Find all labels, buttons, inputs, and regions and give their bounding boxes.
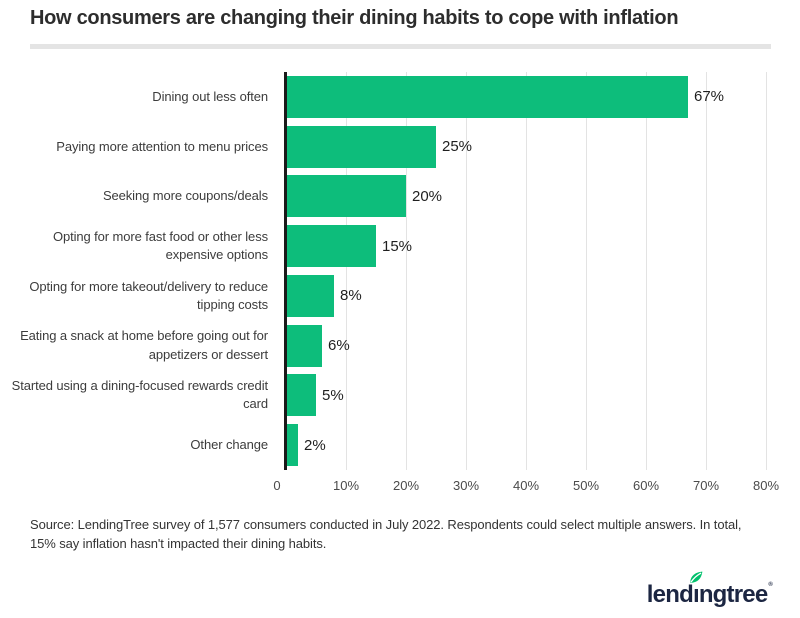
chart-row: Opting for more fast food or other less … xyxy=(0,221,800,271)
chart-row: Other change 2% xyxy=(0,420,800,470)
lendingtree-logo: lend ıngtree® xyxy=(646,571,773,609)
category-label: Paying more attention to menu prices xyxy=(56,138,268,154)
bar xyxy=(286,324,322,367)
x-axis-tick-label: 10% xyxy=(332,478,360,493)
x-axis-tick-label: 20% xyxy=(392,478,420,493)
bar xyxy=(286,125,436,168)
category-label: Opting for more takeout/delivery to redu… xyxy=(29,278,268,312)
y-axis-line xyxy=(284,72,287,470)
chart-row: Seeking more coupons/deals 20% xyxy=(0,172,800,222)
chart-title: How consumers are changing their dining … xyxy=(30,7,679,29)
gridline xyxy=(706,72,707,470)
category-label-wrap: Eating a snack at home before going out … xyxy=(0,327,278,363)
logo-text-post: ngtree xyxy=(698,581,768,608)
gridline xyxy=(646,72,647,470)
value-label: 15% xyxy=(382,237,413,255)
bar xyxy=(286,225,376,268)
bar-area: 20% xyxy=(278,172,800,222)
gridline xyxy=(766,72,767,470)
category-label-wrap: Opting for more takeout/delivery to redu… xyxy=(0,278,278,314)
value-label: 6% xyxy=(328,337,350,355)
category-label-wrap: Dining out less often xyxy=(0,88,278,106)
gridline xyxy=(526,72,527,470)
value-label: 2% xyxy=(304,436,326,454)
bar-area: 5% xyxy=(278,371,800,421)
category-label: Seeking more coupons/deals xyxy=(102,188,268,204)
x-axis-tick-label: 40% xyxy=(512,478,540,493)
category-label-wrap: Seeking more coupons/deals xyxy=(0,187,278,205)
gridline xyxy=(586,72,587,470)
category-label-wrap: Started using a dining-focused rewards c… xyxy=(0,377,278,413)
x-axis-tick-label: 70% xyxy=(692,478,720,493)
x-axis-tick-label: 50% xyxy=(572,478,600,493)
logo-text-i: ı xyxy=(692,581,700,608)
gridline xyxy=(466,72,467,470)
leaf-icon xyxy=(690,571,703,583)
bar-area: 67% xyxy=(278,72,800,122)
chart-row: Eating a snack at home before going out … xyxy=(0,321,800,371)
bar-area: 6% xyxy=(278,321,800,371)
x-axis-tick-label: 0 xyxy=(273,478,281,493)
x-axis-tick-label: 60% xyxy=(632,478,660,493)
chart-row: Opting for more takeout/delivery to redu… xyxy=(0,271,800,321)
category-label: Started using a dining-focused rewards c… xyxy=(11,378,268,412)
bar xyxy=(286,75,688,118)
x-axis-tick-label: 80% xyxy=(752,478,780,493)
bar-area: 15% xyxy=(278,221,800,271)
category-label-wrap: Opting for more fast food or other less … xyxy=(0,228,278,264)
bar xyxy=(286,374,316,417)
category-label-wrap: Paying more attention to menu prices xyxy=(0,138,278,156)
value-label: 8% xyxy=(340,287,362,305)
chart-rows: Dining out less often 67% Paying more atte… xyxy=(0,72,800,470)
trademark-symbol: ® xyxy=(768,582,772,588)
category-label: Other change xyxy=(190,437,268,453)
gridline xyxy=(406,72,407,470)
logo-letter-i: ı xyxy=(690,571,703,609)
bar-area: 25% xyxy=(278,122,800,172)
value-label: 25% xyxy=(442,138,473,156)
category-label: Opting for more fast food or other less … xyxy=(52,228,268,263)
logo-text: lend ıngtree® xyxy=(646,571,773,609)
value-label: 67% xyxy=(694,88,725,106)
chart-row: Started using a dining-focused rewards c… xyxy=(0,371,800,421)
bar xyxy=(286,175,406,218)
chart-row: Paying more attention to menu prices 25% xyxy=(0,122,800,172)
logo-text-pre: lend xyxy=(646,581,694,608)
gridline xyxy=(346,72,347,470)
category-label: Eating a snack at home before going out … xyxy=(20,328,268,362)
value-label: 20% xyxy=(412,187,443,205)
bar-area: 2% xyxy=(278,420,800,470)
title-divider xyxy=(30,44,771,49)
category-label-wrap: Other change xyxy=(0,436,278,454)
bar xyxy=(286,424,298,467)
bar-chart: Dining out less often 67% Paying more atte… xyxy=(0,65,800,497)
bar xyxy=(286,274,334,317)
plot-area xyxy=(286,72,778,470)
source-note: Source: LendingTree survey of 1,577 cons… xyxy=(30,517,742,551)
x-axis-tick-label: 30% xyxy=(452,478,480,493)
chart-row: Dining out less often 67% xyxy=(0,72,800,122)
category-label: Dining out less often xyxy=(152,88,268,104)
value-label: 5% xyxy=(322,386,344,404)
x-axis: 0 10% 20% 30% 40% 50% 60% 70% 80% xyxy=(273,478,780,498)
bar-area: 8% xyxy=(278,271,800,321)
